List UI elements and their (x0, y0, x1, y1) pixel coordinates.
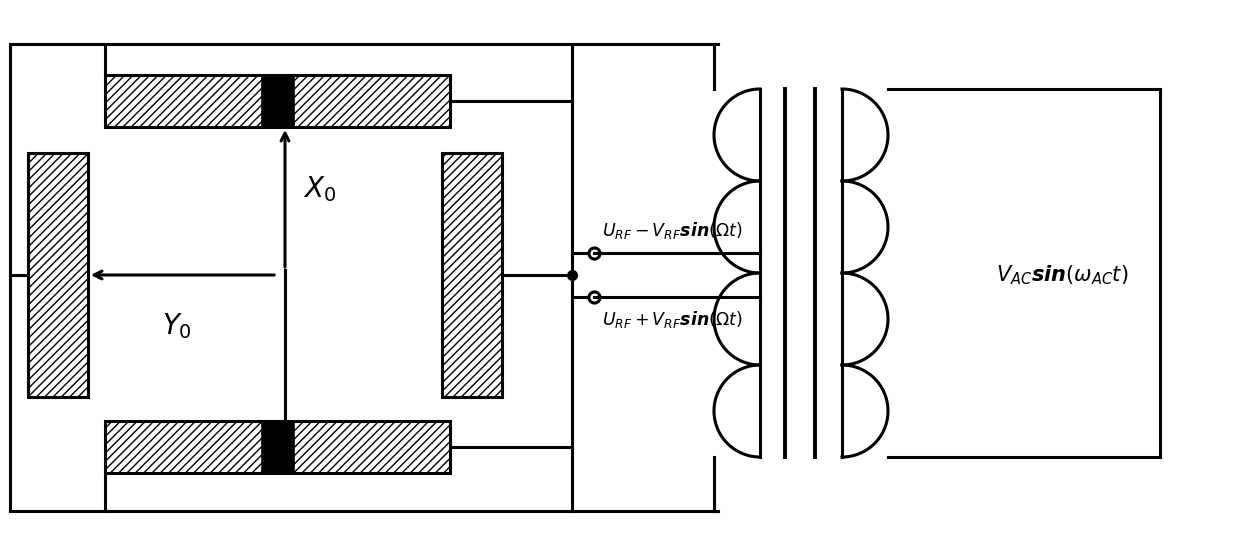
Text: $Y_0$: $Y_0$ (161, 311, 191, 341)
Polygon shape (105, 421, 450, 473)
Text: $V_{AC}$sin$(\omega_{AC}t)$: $V_{AC}$sin$(\omega_{AC}t)$ (996, 263, 1128, 287)
Text: $X_0$: $X_0$ (303, 174, 336, 204)
Polygon shape (105, 75, 450, 127)
Text: $U_{RF}+V_{RF}$sin$(\Omega t)$: $U_{RF}+V_{RF}$sin$(\Omega t)$ (601, 309, 743, 330)
Polygon shape (29, 153, 88, 397)
Text: $U_{RF}-V_{RF}$sin$(\Omega t)$: $U_{RF}-V_{RF}$sin$(\Omega t)$ (601, 220, 743, 241)
Polygon shape (262, 75, 294, 127)
Polygon shape (262, 421, 294, 473)
Polygon shape (441, 153, 502, 397)
